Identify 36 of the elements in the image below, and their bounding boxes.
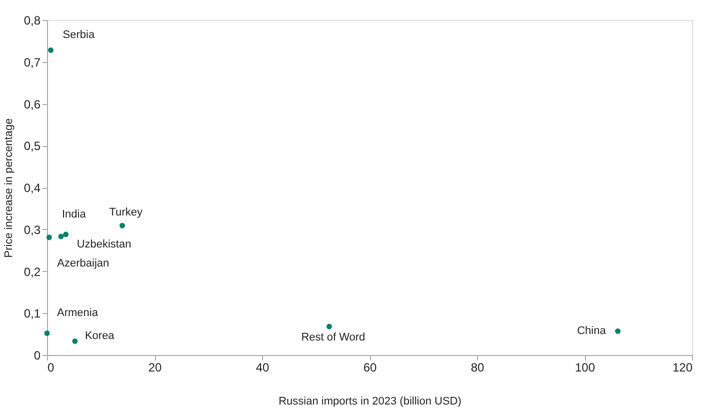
x-tick-label: 80 [470,360,484,374]
y-tick-label: 0,5 [24,139,41,154]
x-tick-label: 100 [574,360,596,374]
y-tick-label: 0 [34,348,41,362]
y-tick-label: 0,7 [24,55,41,70]
annotation: Turkey [109,206,143,219]
point [44,330,50,336]
x-tick-label: 40 [256,360,270,374]
point [326,324,332,330]
y-tick-label: 0,4 [24,181,41,195]
y-tick-label: 0,6 [24,97,41,112]
annotation: Azerbaijan [57,257,110,270]
annotation: India [62,208,87,220]
point [615,328,621,334]
point [46,234,52,240]
y-tick-label: 0,2 [24,264,41,279]
point [58,234,64,240]
annotation: Korea [84,330,116,342]
x-axis-title: Russian imports in 2023 (billion USD) [278,396,462,408]
point [63,232,69,238]
y-tick-label: 0,8 [24,14,41,28]
x-tick-label: 120 [672,360,693,374]
annotation: China [577,325,607,338]
x-tick-label: 0 [48,360,54,374]
annotation: Uzbekistan [76,238,132,250]
point [72,338,78,344]
x-tick-label: 20 [148,360,162,374]
point [48,47,54,53]
annotation: Rest of Word [301,332,366,344]
y-axis-title: Price increase in percentage [2,118,15,258]
y-tick-label: 0,1 [24,306,41,321]
point [120,222,125,228]
annotation: Armenia [57,307,99,320]
annotation: Serbia [62,29,96,42]
y-tick-label: 0,3 [24,222,41,237]
x-tick-label: 60 [363,360,377,374]
